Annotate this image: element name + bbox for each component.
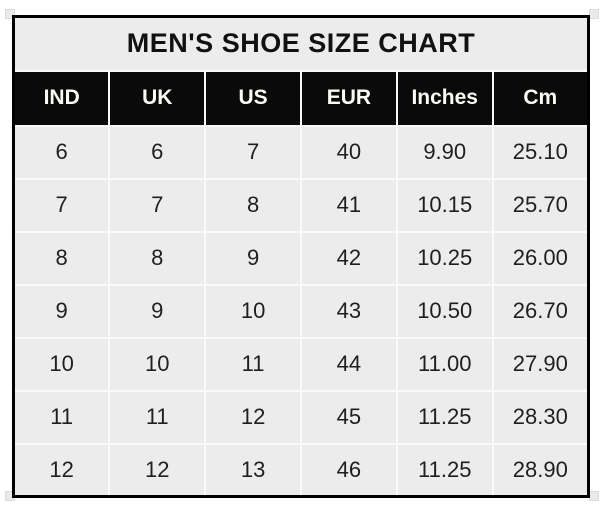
size-cell: 10.15 [395,177,494,233]
chart-title: MEN'S SHOE SIZE CHART [12,15,590,72]
selection-handle [589,491,599,501]
column-header-eur: EUR [299,69,398,127]
size-cell: 9 [108,283,207,339]
size-cell: 11.25 [395,442,494,498]
size-cell: 11 [108,389,207,445]
size-cell: 11 [12,389,111,445]
table-row: 12 12 13 46 11.25 28.90 [12,442,590,498]
table-row: 7 7 8 41 10.15 25.70 [12,177,590,233]
size-cell: 9 [12,283,111,339]
size-cell: 9 [204,230,302,286]
size-cell: 8 [204,177,302,233]
size-cell: 6 [108,124,207,180]
size-cell: 12 [108,442,207,498]
shoe-size-chart: MEN'S SHOE SIZE CHART IND UK US EUR Inches Cm… [12,15,590,498]
size-cell: 40 [299,124,398,180]
size-cell: 7 [108,177,207,233]
size-cell: 26.00 [491,230,590,286]
size-cell: 27.90 [491,336,590,392]
table-row: 11 11 12 45 11.25 28.30 [12,389,590,445]
size-cell: 44 [299,336,398,392]
size-cell: 7 [204,124,302,180]
size-cell: 28.90 [491,442,590,498]
size-cell: 7 [12,177,111,233]
size-cell: 10 [108,336,207,392]
table-row: 8 8 9 42 10.25 26.00 [12,230,590,286]
size-cell: 25.10 [491,124,590,180]
selection-handle [5,9,15,19]
size-cell: 43 [299,283,398,339]
size-cell: 10 [204,283,302,339]
size-cell: 10 [12,336,111,392]
size-cell: 41 [299,177,398,233]
size-cell: 42 [299,230,398,286]
size-cell: 13 [204,442,302,498]
size-cell: 11.00 [395,336,494,392]
size-cell: 12 [204,389,302,445]
column-header-ind: IND [12,69,111,127]
size-cell: 6 [12,124,111,180]
size-table: MEN'S SHOE SIZE CHART IND UK US EUR Inches Cm… [12,15,590,498]
size-cell: 28.30 [491,389,590,445]
size-cell: 25.70 [491,177,590,233]
size-cell: 10.50 [395,283,494,339]
size-cell: 10.25 [395,230,494,286]
size-cell: 8 [108,230,207,286]
column-header-inches: Inches [395,69,494,127]
size-cell: 8 [12,230,111,286]
column-header-us: US [204,69,302,127]
title-row: MEN'S SHOE SIZE CHART [12,15,590,72]
size-cell: 11 [204,336,302,392]
size-cell: 11.25 [395,389,494,445]
table-row: 9 9 10 43 10.50 26.70 [12,283,590,339]
column-header-uk: UK [108,69,207,127]
table-row: 10 10 11 44 11.00 27.90 [12,336,590,392]
size-cell: 26.70 [491,283,590,339]
size-cell: 45 [299,389,398,445]
column-header-cm: Cm [491,69,590,127]
size-cell: 9.90 [395,124,494,180]
header-row: IND UK US EUR Inches Cm [12,69,590,127]
table-body: 6 6 7 40 9.90 25.10 7 7 8 41 10.15 25.70 8 8 9 42 10.25 2… [12,124,590,498]
table-row: 6 6 7 40 9.90 25.10 [12,124,590,180]
selection-handle [589,9,599,19]
size-cell: 46 [299,442,398,498]
size-cell: 12 [12,442,111,498]
